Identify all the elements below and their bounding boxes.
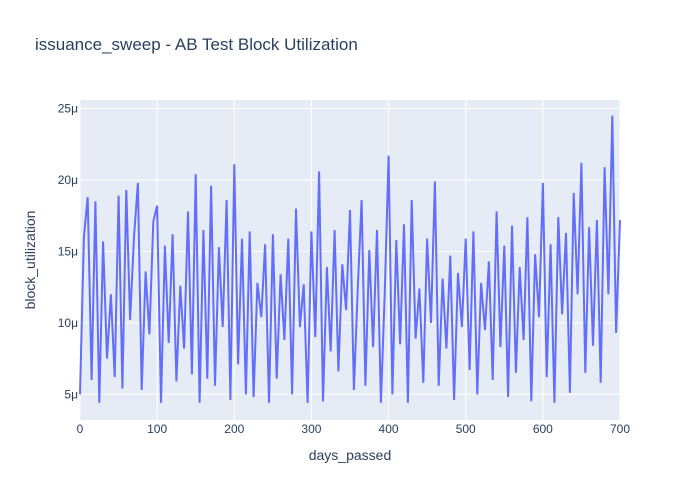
y-tick-label: 15μ: [58, 244, 78, 258]
x-axis-ticks: 0 100 200 300 400 500 600 700: [77, 422, 631, 436]
x-tick-label: 600: [533, 422, 553, 436]
y-axis-ticks: 5μ 10μ 15μ 20μ 25μ: [58, 102, 78, 402]
chart-title: issuance_sweep - AB Test Block Utilizati…: [35, 35, 358, 54]
x-tick-label: 700: [610, 422, 630, 436]
series-line: [79, 115, 621, 403]
x-tick-label: 500: [456, 422, 476, 436]
x-tick-label: 100: [147, 422, 167, 436]
x-tick-label: 0: [77, 422, 84, 436]
y-axis-title: block_utilization: [22, 211, 38, 310]
x-axis-title: days_passed: [309, 447, 392, 463]
x-tick-label: 400: [379, 422, 399, 436]
y-tick-label: 5μ: [64, 387, 78, 401]
y-tick-label: 10μ: [58, 316, 78, 330]
y-tick-label: 20μ: [58, 173, 78, 187]
y-tick-label: 25μ: [58, 102, 78, 116]
x-tick-label: 200: [224, 422, 244, 436]
x-tick-label: 300: [301, 422, 321, 436]
